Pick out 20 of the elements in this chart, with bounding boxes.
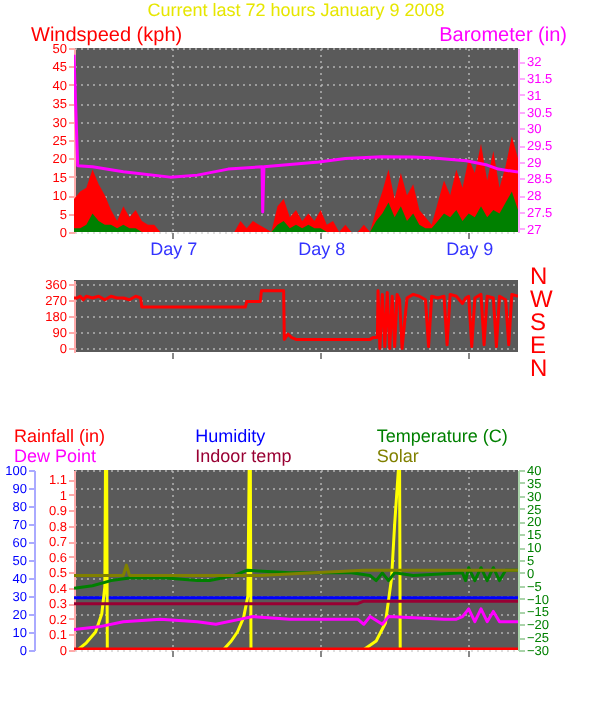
line-series [74, 289, 518, 350]
text: E [530, 331, 547, 359]
line-series [74, 53, 518, 214]
text: Temperature (C) [376, 426, 508, 446]
text: Solar [376, 446, 419, 466]
x-tick-label: Day 8 [298, 239, 346, 259]
text: Dew Point [14, 446, 98, 466]
x-tick-label: Day 9 [446, 239, 494, 259]
text: W [530, 285, 554, 313]
text: Rainfall (in) [14, 426, 106, 446]
x-tick-label: Day 7 [150, 239, 198, 259]
text: Indoor temp [195, 446, 292, 466]
line-series [74, 607, 518, 631]
text: S [530, 308, 547, 336]
text: N [530, 262, 548, 290]
text: N [530, 354, 548, 382]
y-axis-title: Windspeed (kph) [31, 25, 183, 47]
y2-axis-title: Barometer (in) [439, 25, 567, 47]
chart-title: Current last 72 hours January 9 2008 [147, 0, 445, 20]
text: Humidity [195, 426, 267, 446]
